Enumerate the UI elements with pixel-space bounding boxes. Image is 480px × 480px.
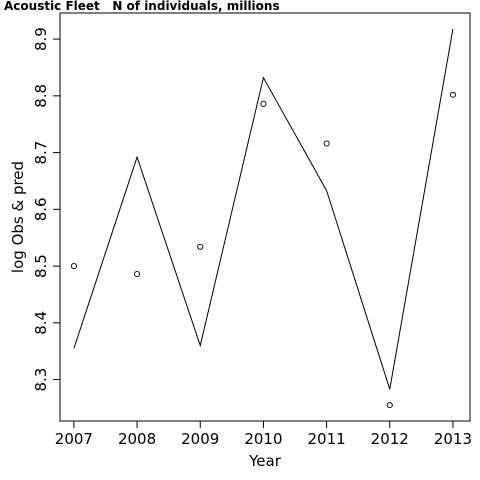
x-tick-label: 2007 [55, 430, 93, 448]
y-axis: 8.3 8.4 8.5 8.6 8.7 8.8 8.9 [32, 27, 60, 392]
chart-title: Acoustic Fleet N of individuals, million… [4, 0, 280, 13]
y-tick-label: 8.3 [32, 368, 50, 392]
predicted-line [73, 28, 454, 390]
observed-point [323, 140, 330, 147]
observed-point [386, 402, 393, 409]
y-tick-label: 8.9 [32, 27, 50, 51]
y-tick-label: 8.8 [32, 84, 50, 108]
observed-point [70, 263, 77, 270]
y-axis-title: log Obs & pred [9, 161, 27, 273]
x-tick-label: 2012 [371, 430, 409, 448]
y-tick-label: 8.7 [32, 141, 50, 165]
x-tick-label: 2013 [434, 430, 472, 448]
x-tick-label: 2010 [244, 430, 282, 448]
plot-frame [59, 12, 471, 422]
x-tick-label: 2009 [181, 430, 219, 448]
y-tick-label: 8.4 [32, 311, 50, 335]
series-layer [70, 28, 456, 409]
observed-point [134, 270, 141, 278]
x-axis: 2007 2008 2009 2010 2011 2012 2013 [55, 421, 472, 448]
observed-point [260, 100, 267, 107]
y-tick-label: 8.6 [32, 197, 50, 221]
observed-point [197, 243, 204, 250]
y-tick-label: 8.5 [32, 254, 50, 278]
x-tick-label: 2011 [308, 430, 346, 448]
observed-point [449, 91, 456, 98]
x-axis-title: Year [248, 452, 282, 470]
x-tick-label: 2008 [118, 430, 156, 448]
